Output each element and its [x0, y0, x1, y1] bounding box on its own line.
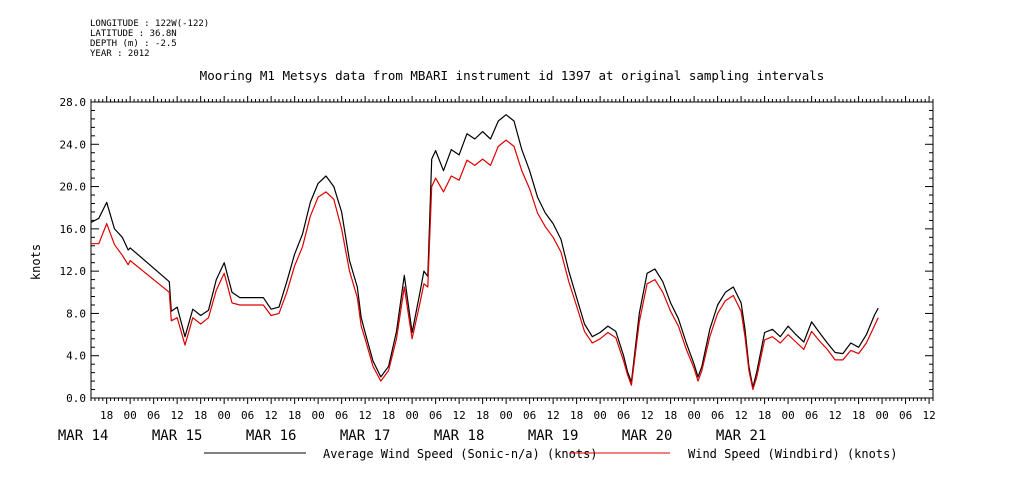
x-tick-label: 12: [640, 409, 653, 422]
y-tick-label: 16.0: [60, 223, 87, 236]
x-tick-label: 00: [593, 409, 606, 422]
x-axis-ticks: 18 00 06 12 18 00 06 12 18 00 06 12 18 00 06 12 18 00 06 12…: [58, 96, 936, 444]
plot-frame: [90, 101, 934, 399]
x-date-label: MAR 17: [340, 428, 391, 444]
plot-border: [90, 101, 934, 399]
x-tick-label: 12: [359, 409, 372, 422]
x-tick-label: 06: [617, 409, 630, 422]
x-tick-label: 06: [429, 409, 442, 422]
x-tick-label: 00: [312, 409, 325, 422]
x-tick-label: 00: [687, 409, 700, 422]
x-date-label: MAR 21: [716, 428, 767, 444]
x-tick-label: 06: [805, 409, 818, 422]
x-date-label: MAR 20: [622, 428, 673, 444]
x-tick-label: 06: [899, 409, 912, 422]
x-date-label: MAR 19: [528, 428, 579, 444]
y-tick-label: 28.0: [60, 96, 87, 109]
legend-label-1: Average Wind Speed (Sonic-n/a) (knots): [323, 447, 598, 461]
x-tick-label: 18: [382, 409, 395, 422]
y-tick-label: 4.0: [66, 350, 86, 363]
depth-label: DEPTH (m) : -2.5: [90, 39, 177, 49]
y-tick-label: 20.0: [60, 181, 87, 194]
y-tick-label: 24.0: [60, 138, 87, 151]
longitude-label: LONGITUDE : 122W(-122): [90, 19, 210, 29]
x-tick-label: 12: [546, 409, 559, 422]
x-tick-label: 00: [218, 409, 231, 422]
legend: Average Wind Speed (Sonic-n/a) (knots) Wi…: [204, 447, 898, 461]
x-tick-label: 06: [147, 409, 160, 422]
x-tick-label: 18: [664, 409, 677, 422]
x-tick-label: 18: [476, 409, 489, 422]
x-tick-label: 12: [734, 409, 747, 422]
latitude-label: LATITUDE : 36.8N: [90, 29, 177, 39]
chart-title: Mooring M1 Metsys data from MBARI instru…: [200, 68, 825, 83]
x-tick-label: 00: [500, 409, 513, 422]
x-tick-label: 18: [194, 409, 207, 422]
x-tick-label: 00: [124, 409, 137, 422]
x-tick-label: 18: [288, 409, 301, 422]
series-line-2: [91, 139, 879, 391]
x-tick-label: 00: [406, 409, 419, 422]
x-tick-label: 12: [265, 409, 278, 422]
x-tick-label: 18: [758, 409, 771, 422]
x-tick-label: 06: [335, 409, 348, 422]
x-tick-label: 06: [241, 409, 254, 422]
y-tick-label: 12.0: [60, 265, 87, 278]
x-tick-label: 18: [570, 409, 583, 422]
y-tick-label: 0.0: [66, 392, 86, 405]
x-date-label: MAR 16: [246, 428, 297, 444]
x-date-label: MAR 15: [152, 428, 203, 444]
x-tick-label: 12: [453, 409, 466, 422]
y-axis-ticks: 0.0 4.0 8.0 12.0 16.0 20.0 24.0 28.0: [60, 96, 933, 405]
legend-label-2: Wind Speed (Windbird) (knots): [688, 447, 898, 461]
x-tick-label: 06: [711, 409, 724, 422]
series-line-1: [91, 114, 879, 388]
year-label: YEAR : 2012: [90, 49, 150, 59]
x-tick-label: 18: [100, 409, 113, 422]
x-tick-label: 12: [828, 409, 841, 422]
header-metadata: LONGITUDE : 122W(-122) LATITUDE : 36.8N …: [90, 19, 209, 59]
x-tick-label: 00: [781, 409, 794, 422]
series-layer: [91, 114, 879, 391]
x-tick-label: 18: [852, 409, 865, 422]
x-tick-label: 06: [523, 409, 536, 422]
x-tick-label: 12: [171, 409, 184, 422]
x-date-label: MAR 14: [58, 428, 109, 444]
y-tick-label: 8.0: [66, 307, 86, 320]
x-tick-label: 00: [875, 409, 888, 422]
x-date-label: MAR 18: [434, 428, 485, 444]
y-axis-label: knots: [29, 244, 43, 280]
x-tick-label: 12: [922, 409, 935, 422]
